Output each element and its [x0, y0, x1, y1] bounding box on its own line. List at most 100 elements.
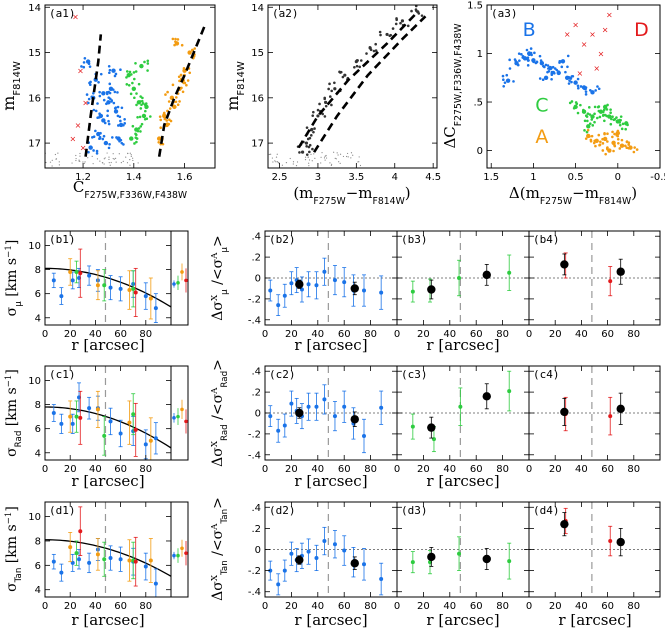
density-point — [308, 143, 312, 147]
x-tick-label: 80 — [627, 464, 640, 475]
data-point — [289, 281, 294, 286]
data-point — [322, 539, 327, 544]
density-point — [595, 116, 599, 120]
density-point — [606, 132, 609, 135]
side-point — [184, 278, 188, 283]
density-point — [618, 147, 622, 150]
data-point: × — [75, 121, 82, 130]
x-tick-label: 60 — [338, 329, 351, 340]
data-point — [282, 423, 287, 428]
field-star — [310, 153, 312, 155]
y-tick-label: 17 — [251, 139, 264, 150]
field-star — [49, 161, 52, 163]
data-point — [78, 271, 83, 276]
field-star — [126, 162, 129, 164]
density-point — [157, 140, 161, 144]
density-point — [102, 118, 106, 122]
ylabel-c2: ΔσXRad /<σARad> — [210, 359, 230, 467]
data-point: × — [606, 11, 613, 20]
data-point — [539, 61, 545, 66]
data-point — [616, 404, 625, 414]
data-point — [87, 406, 92, 411]
xlabel-b2-part: r [arcsec] — [294, 336, 367, 354]
ylabel-a2-part: m — [223, 96, 242, 111]
data-point — [133, 290, 138, 295]
data-point — [51, 411, 56, 415]
data-point — [379, 405, 384, 410]
density-point — [587, 106, 591, 109]
density-point — [106, 114, 109, 118]
density-point — [178, 79, 181, 83]
density-point — [168, 107, 172, 110]
density-point — [597, 133, 601, 137]
x-tick-label: 40 — [575, 464, 588, 475]
data-point — [608, 539, 613, 544]
density-point — [140, 103, 143, 107]
density-point — [185, 83, 188, 87]
plot-layer — [529, 231, 660, 325]
data-point — [586, 124, 591, 129]
y-tick-label: 17 — [28, 139, 41, 150]
data-point — [108, 419, 113, 424]
x-tick-label: 80 — [627, 601, 640, 612]
x-tick-label: 60 — [114, 464, 127, 475]
density-point — [307, 145, 311, 149]
density-point — [87, 101, 90, 105]
density-point — [100, 114, 103, 117]
density-point — [584, 93, 588, 96]
density-point — [538, 77, 542, 80]
data-point: × — [572, 20, 579, 29]
ylabel-b1-part: ] — [4, 240, 20, 245]
density-point — [341, 75, 345, 79]
density-point — [512, 80, 515, 83]
data-point — [74, 414, 79, 419]
density-point — [593, 139, 597, 143]
density-point — [311, 147, 314, 151]
x-tick-label: 60 — [114, 601, 127, 612]
density-point — [133, 142, 136, 145]
density-point — [513, 58, 517, 61]
field-star — [304, 158, 307, 161]
density-point — [594, 89, 597, 92]
y-tick-label: 4 — [35, 448, 41, 459]
x-tick-label: 0.5 — [568, 172, 584, 183]
x-tick-label: 80 — [627, 329, 640, 340]
data-point — [102, 433, 107, 438]
x-tick-label: 60 — [470, 601, 483, 612]
density-point — [603, 113, 607, 117]
x-tick-label: 0 — [526, 329, 532, 340]
x-tick-label: 80 — [496, 329, 509, 340]
density-point — [186, 79, 190, 82]
data-point — [314, 404, 319, 409]
density-point — [134, 70, 138, 73]
field-star — [92, 163, 94, 165]
field-star — [304, 156, 307, 158]
field-star — [333, 151, 335, 153]
density-point — [592, 141, 596, 145]
density-point — [508, 58, 511, 62]
side-point — [180, 270, 184, 274]
density-point — [584, 90, 588, 93]
density-point — [119, 68, 122, 72]
data-point — [101, 91, 106, 96]
xlabel-a3-part: −m — [572, 184, 599, 202]
y-tick-label: 10 — [28, 376, 41, 387]
data-point — [131, 86, 137, 91]
data-point — [108, 285, 113, 290]
density-point — [110, 100, 113, 103]
density-point — [526, 64, 530, 67]
density-point — [87, 62, 91, 66]
field-star — [129, 164, 131, 166]
density-point — [579, 103, 582, 107]
ylabel-c1: σRad [km s−1] — [4, 369, 24, 457]
data-point — [457, 276, 462, 280]
field-star — [350, 157, 352, 159]
data-point — [131, 286, 136, 291]
density-point — [312, 130, 315, 134]
plot-layer — [265, 366, 397, 460]
panel-tag: (c2) — [269, 368, 296, 381]
field-star — [292, 161, 295, 163]
density-point — [395, 17, 398, 20]
density-point — [111, 136, 114, 139]
data-point — [316, 114, 320, 118]
